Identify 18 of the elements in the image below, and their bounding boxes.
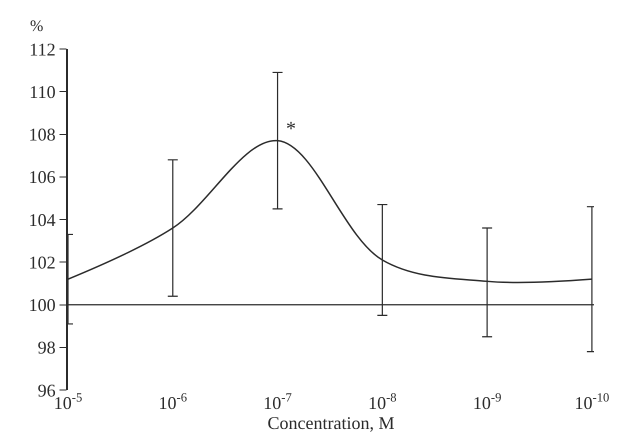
x-tick-label: 10$^{-5}$: [54, 390, 82, 413]
y-axis-title: %: [30, 18, 44, 35]
x-tick-label: 10$^{-6}$: [158, 390, 188, 413]
x-tick-label: 10$^{-8}$: [368, 390, 397, 413]
y-tick-label: 102: [28, 252, 56, 272]
x-axis-title: Concentration, M: [268, 413, 394, 434]
y-tick-label: 108: [28, 124, 56, 145]
y-tick-label: 96: [38, 380, 56, 400]
x-tick-label: 10$^{-9}$: [472, 390, 502, 413]
y-tick-label: 112: [29, 39, 56, 60]
x-tick-label: 10$^{-7}$: [263, 390, 292, 413]
y-tick-label: 100: [28, 295, 56, 316]
annotation: *: [286, 118, 296, 140]
y-tick-label: 98: [38, 338, 56, 358]
y-tick-label: 110: [29, 82, 56, 102]
y-tick-label: 104: [28, 210, 56, 230]
x-tick-label: 10$^{-10}$: [574, 390, 610, 413]
y-tick-label: 106: [28, 167, 56, 188]
